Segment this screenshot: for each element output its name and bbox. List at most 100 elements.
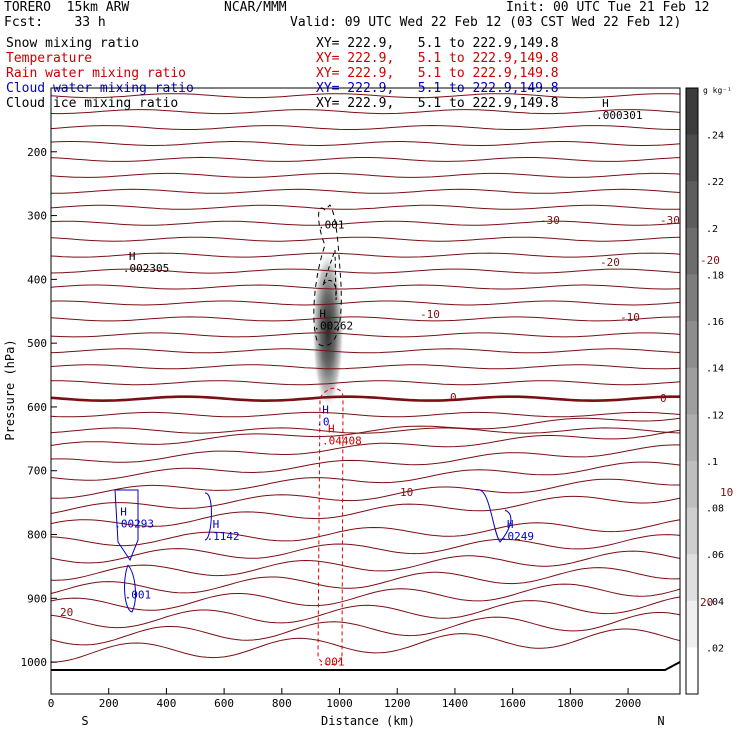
forecast-hour: Fcst: 33 h	[4, 15, 106, 30]
plot-frame	[50, 87, 681, 695]
terrain-surface	[51, 661, 681, 671]
isotherm-line	[50, 236, 681, 242]
x-tick-label: 2000	[615, 697, 642, 710]
isotherm-line	[51, 380, 681, 386]
extremum-value: .000301	[596, 109, 642, 122]
colorbar-tick-label: .2	[706, 224, 718, 235]
colorbar-bin	[686, 554, 698, 602]
isotherm-line	[50, 519, 681, 547]
isotherm-line	[50, 124, 680, 130]
south-end-label: S	[81, 714, 88, 728]
x-axis-label: Distance (km)	[321, 714, 415, 728]
legend-cross-section-coords: XY= 222.9, 5.1 to 222.9,149.8	[316, 51, 559, 66]
rain-contour	[317, 387, 344, 666]
isotherm-line	[50, 628, 681, 663]
extremum-letter: H	[602, 97, 609, 110]
x-tick-label: 1200	[384, 697, 411, 710]
colorbar-bin	[686, 321, 698, 369]
isotherm-line	[50, 204, 681, 210]
isotherm-label: -20	[700, 254, 720, 267]
colorbar-tick-label: .04	[706, 597, 724, 608]
extremum-value: .0	[316, 415, 329, 428]
y-tick-label: 400	[27, 273, 47, 286]
x-tick-label: 600	[214, 697, 234, 710]
isotherm-line	[50, 268, 681, 274]
legend-name: Cloud ice mixing ratio	[6, 96, 179, 111]
isotherm-line	[50, 444, 680, 481]
y-tick-label: 800	[27, 529, 47, 542]
isotherm-line	[50, 395, 680, 403]
isotherm-line	[50, 252, 681, 258]
isotherm-label: -30	[540, 214, 560, 227]
isotherm-line	[50, 417, 681, 446]
isotherm-line	[50, 300, 681, 306]
extremum-value: .00293	[114, 517, 154, 530]
isotherm-line	[50, 220, 681, 226]
model-title: TORERO 15km ARW	[4, 0, 130, 15]
colorbar-bin	[686, 274, 698, 322]
colorbar-tick-label: .06	[706, 550, 724, 561]
isotherm-line	[50, 596, 681, 629]
y-tick-label: 600	[27, 401, 47, 414]
isotherm-label: -20	[600, 256, 620, 269]
y-tick-label: 300	[27, 210, 47, 223]
colorbar-bin	[686, 227, 698, 275]
snow-contour	[322, 249, 337, 301]
legend-name: Temperature	[6, 51, 93, 66]
cloud-water-contour	[204, 492, 212, 541]
contour-value-label: .001	[318, 655, 345, 668]
contour-value-label: .001	[318, 218, 345, 231]
colorbar-tick-label: .1	[706, 457, 718, 468]
init-time: Init: 00 UTC Tue 21 Feb 12	[506, 0, 710, 15]
colorbar-tick-label: .18	[706, 270, 724, 281]
contour-value-label: .001	[125, 588, 152, 601]
y-tick-label: 900	[27, 592, 47, 605]
north-end-label: N	[657, 714, 664, 728]
isotherm-line	[50, 461, 681, 499]
x-tick-label: 1800	[557, 697, 584, 710]
extremum-value: .002305	[123, 262, 169, 275]
extremum-letter: H	[129, 250, 136, 263]
isotherm-line	[50, 109, 681, 115]
isotherm-label: 10	[720, 486, 733, 499]
cloud-water-contour	[475, 489, 512, 543]
colorbar-bin	[686, 647, 698, 695]
extremum-value: .1142	[207, 530, 240, 543]
isotherm-label: -10	[420, 308, 440, 321]
y-axis-label: Pressure (hPa)	[3, 339, 17, 440]
isotherm-label: 10	[400, 486, 413, 499]
isotherm-line	[50, 495, 681, 527]
isotherm-line	[50, 583, 681, 611]
extremum-letter: H	[328, 422, 335, 435]
extremum-value: .00262	[313, 320, 353, 333]
extremum-letter: H	[322, 403, 329, 416]
legend-name: Snow mixing ratio	[6, 36, 140, 51]
x-tick-label: 400	[156, 697, 176, 710]
isotherm-label: -10	[620, 311, 640, 324]
colorbar-tick-label: .22	[706, 177, 724, 188]
colorbar-bin	[686, 460, 698, 509]
colorbar-bin	[686, 134, 698, 182]
colorbar-tick-label: .08	[706, 504, 724, 515]
y-tick-label: 500	[27, 337, 47, 350]
legend-cross-section-coords: XY= 222.9, 5.1 to 222.9,149.8	[316, 66, 559, 81]
colorbar-bin	[686, 507, 698, 555]
isotherm-line	[50, 172, 681, 178]
isotherm-line	[51, 188, 681, 194]
isotherm-line	[50, 567, 681, 594]
isotherm-line	[50, 284, 681, 290]
org-label: NCAR/MMM	[224, 0, 287, 15]
legend-name: Rain water mixing ratio	[6, 66, 187, 81]
colorbar-bin	[686, 88, 698, 136]
x-tick-label: 1000	[326, 697, 353, 710]
x-tick-label: 1400	[442, 697, 469, 710]
x-tick-label: 0	[48, 697, 55, 710]
y-tick-label: 700	[27, 465, 47, 478]
cloud-water-contour	[114, 489, 139, 562]
colorbar-bin	[686, 414, 698, 462]
isotherm-label: 0	[450, 391, 457, 404]
colorbar-tick-label: .16	[706, 317, 724, 328]
isotherm-line	[50, 478, 680, 514]
extremum-value: .04408	[322, 434, 362, 447]
